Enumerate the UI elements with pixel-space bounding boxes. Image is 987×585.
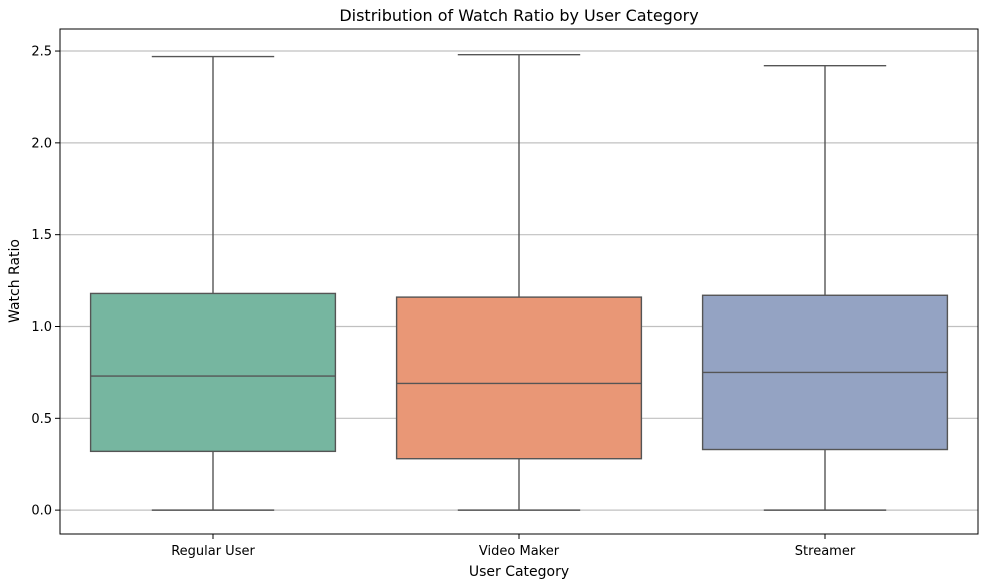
- y-tick-label: 2.0: [31, 136, 52, 151]
- y-tick-label: 2.5: [31, 45, 52, 60]
- y-tick-label: 0.0: [31, 504, 52, 519]
- y-axis-label: Watch Ratio: [7, 239, 23, 323]
- chart-title: Distribution of Watch Ratio by User Cate…: [339, 6, 698, 25]
- y-tick-label: 1.5: [31, 228, 52, 243]
- box-layer: [89, 54, 949, 511]
- x-tick-label: Regular User: [171, 544, 255, 559]
- box-group: [89, 55, 337, 511]
- y-tick-label: 0.5: [31, 412, 52, 427]
- box-group: [701, 65, 949, 511]
- y-tick-label: 1.0: [31, 320, 52, 335]
- x-tick-label: Video Maker: [479, 544, 560, 559]
- axis-layer: 0.0 0.5 1.0 1.5 2.0 2.5 Regular User Video Make…: [31, 45, 856, 559]
- iqr-box: [89, 292, 337, 453]
- x-axis-label: User Category: [469, 564, 569, 580]
- x-tick-label: Streamer: [795, 544, 856, 559]
- iqr-box: [395, 296, 643, 460]
- box-group: [395, 54, 643, 511]
